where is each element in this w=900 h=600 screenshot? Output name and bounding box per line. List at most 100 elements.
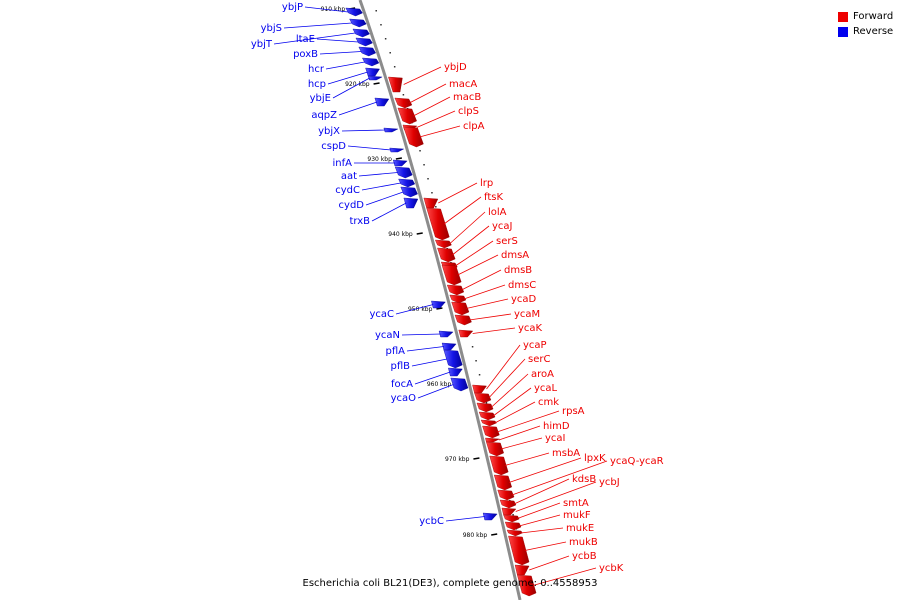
forward-gene-label[interactable]: clpS xyxy=(458,106,479,117)
forward-gene-label[interactable]: rpsA xyxy=(562,406,585,417)
msbA-gene-feature[interactable] xyxy=(489,455,509,476)
forward-gene-label[interactable]: serC xyxy=(528,354,550,365)
forward-gene-label[interactable]: mukE xyxy=(566,523,594,534)
reverse-gene-label[interactable]: poxB xyxy=(293,49,318,60)
ybjP-gene-feature[interactable] xyxy=(345,7,363,17)
forward-gene-label[interactable]: smtA xyxy=(563,498,589,509)
ycbJ-gene-feature[interactable] xyxy=(501,507,517,516)
lpxK-gene-feature[interactable] xyxy=(493,474,512,491)
ybjE-gene-feature[interactable] xyxy=(367,75,383,81)
forward-gene-label[interactable]: ybjD xyxy=(444,62,467,73)
forward-gene-label[interactable]: cmk xyxy=(538,397,559,408)
reverse-gene-label[interactable]: ybjS xyxy=(261,23,282,34)
reverse-gene-label[interactable]: trxB xyxy=(349,216,370,227)
kdsB-gene-feature[interactable] xyxy=(499,499,517,509)
ybjS-gene-feature[interactable] xyxy=(349,18,367,28)
ycaN-gene-feature[interactable] xyxy=(438,330,454,338)
forward-gene-label[interactable]: aroA xyxy=(531,369,554,380)
ycaL-gene-feature[interactable] xyxy=(478,411,496,421)
smtA-gene-feature[interactable] xyxy=(503,514,520,523)
forward-gene-label[interactable]: macA xyxy=(449,79,477,90)
forward-gene-label[interactable]: msbA xyxy=(552,448,580,459)
forward-gene-label[interactable]: clpA xyxy=(463,121,485,132)
reverse-gene-label[interactable]: pflA xyxy=(386,346,406,357)
forward-gene-label[interactable]: kdsB xyxy=(572,474,596,485)
reverse-gene-label[interactable]: cydD xyxy=(339,200,365,211)
cmk-gene-feature[interactable] xyxy=(480,419,497,427)
rpsA-gene-feature[interactable] xyxy=(482,425,500,439)
ycaD-gene-feature[interactable] xyxy=(451,301,470,316)
focA-gene-feature[interactable] xyxy=(448,367,463,377)
reverse-gene-label[interactable]: ycaC xyxy=(369,309,394,320)
serC-gene-feature[interactable] xyxy=(474,392,492,404)
ycbK-gene-feature[interactable] xyxy=(517,574,537,597)
forward-gene-label[interactable]: lrp xyxy=(480,178,493,189)
ycbB-gene-feature[interactable] xyxy=(514,564,530,576)
forward-gene-label[interactable]: ycaP xyxy=(523,340,547,351)
reverse-gene-label[interactable]: ybjE xyxy=(310,93,331,104)
forward-gene-label[interactable]: dmsB xyxy=(504,265,532,276)
forward-gene-label[interactable]: dmsC xyxy=(508,280,536,291)
ltaE-gene-feature[interactable] xyxy=(355,37,373,47)
reverse-gene-label[interactable]: ybjT xyxy=(251,39,273,50)
cspD-gene-feature[interactable] xyxy=(389,147,405,153)
hcp-gene-feature[interactable] xyxy=(365,67,380,77)
reverse-gene-label[interactable]: ycaO xyxy=(391,393,417,404)
ycbC-gene-feature[interactable] xyxy=(482,512,498,521)
forward-gene-label[interactable]: ycbB xyxy=(572,551,597,562)
cydD-gene-feature[interactable] xyxy=(400,186,418,198)
forward-gene-label[interactable]: ycaJ xyxy=(492,221,513,232)
infA-gene-feature[interactable] xyxy=(392,159,408,167)
ycaP-gene-feature[interactable] xyxy=(472,384,487,394)
forward-gene-label[interactable]: lolA xyxy=(488,207,507,218)
cydC-gene-feature[interactable] xyxy=(398,178,416,188)
forward-gene-label[interactable]: mukF xyxy=(563,510,591,521)
forward-gene-label[interactable]: ycbK xyxy=(599,563,624,574)
ycaJ-gene-feature[interactable] xyxy=(437,247,456,263)
reverse-gene-label[interactable]: ycbC xyxy=(419,516,444,527)
forward-gene-label[interactable]: himD xyxy=(543,421,570,432)
forward-gene-label[interactable]: ycaD xyxy=(511,294,537,305)
forward-gene-label[interactable]: ftsK xyxy=(484,192,503,203)
pflB-gene-feature[interactable] xyxy=(443,349,463,369)
macB-gene-feature[interactable] xyxy=(397,107,417,125)
reverse-gene-label[interactable]: ycaN xyxy=(375,330,400,341)
aat-gene-feature[interactable] xyxy=(394,166,413,179)
reverse-gene-label[interactable]: aat xyxy=(341,171,357,182)
forward-gene-label[interactable]: ycaK xyxy=(518,323,543,334)
reverse-gene-label[interactable]: pflB xyxy=(390,361,410,372)
reverse-gene-label[interactable]: hcr xyxy=(308,64,325,75)
forward-gene-label[interactable]: dmsA xyxy=(501,250,529,261)
poxB-gene-feature[interactable] xyxy=(358,46,377,57)
forward-gene-label[interactable]: ycbJ xyxy=(599,477,620,488)
lolA-gene-feature[interactable] xyxy=(435,239,452,249)
forward-gene-label[interactable]: ycaL xyxy=(534,383,558,394)
pflA-gene-feature[interactable] xyxy=(441,342,457,351)
reverse-gene-label[interactable]: infA xyxy=(333,158,353,169)
forward-gene-label[interactable]: ycaM xyxy=(514,309,540,320)
ycaK-gene-feature[interactable] xyxy=(458,329,474,338)
mukF-gene-feature[interactable] xyxy=(504,521,522,531)
ycaO-gene-feature[interactable] xyxy=(450,377,469,392)
reverse-gene-label[interactable]: ybjP xyxy=(282,2,303,13)
reverse-gene-label[interactable]: hcp xyxy=(308,79,326,90)
mukB-gene-feature[interactable] xyxy=(508,535,530,566)
clpA-gene-feature[interactable] xyxy=(403,126,424,148)
reverse-gene-label[interactable]: aqpZ xyxy=(311,110,337,121)
hcr-gene-feature[interactable] xyxy=(362,57,380,67)
macA-gene-feature[interactable] xyxy=(394,97,413,109)
forward-gene-label[interactable]: lpxK xyxy=(584,453,606,464)
ycaI-gene-feature[interactable] xyxy=(486,441,504,457)
ybjT-gene-feature[interactable] xyxy=(352,28,370,38)
reverse-gene-label[interactable]: focA xyxy=(391,379,413,390)
ycaM-gene-feature[interactable] xyxy=(454,314,472,326)
reverse-gene-label[interactable]: cydC xyxy=(335,185,360,196)
ybjX-gene-feature[interactable] xyxy=(383,127,399,133)
forward-gene-label[interactable]: ycaQ-ycaR xyxy=(610,456,664,467)
dmsA-gene-feature[interactable] xyxy=(441,264,462,286)
ycaC-gene-feature[interactable] xyxy=(431,300,446,309)
lrp-gene-feature[interactable] xyxy=(423,197,439,209)
aqpZ-gene-feature[interactable] xyxy=(374,97,390,107)
ftsK-gene-feature[interactable] xyxy=(426,207,450,241)
